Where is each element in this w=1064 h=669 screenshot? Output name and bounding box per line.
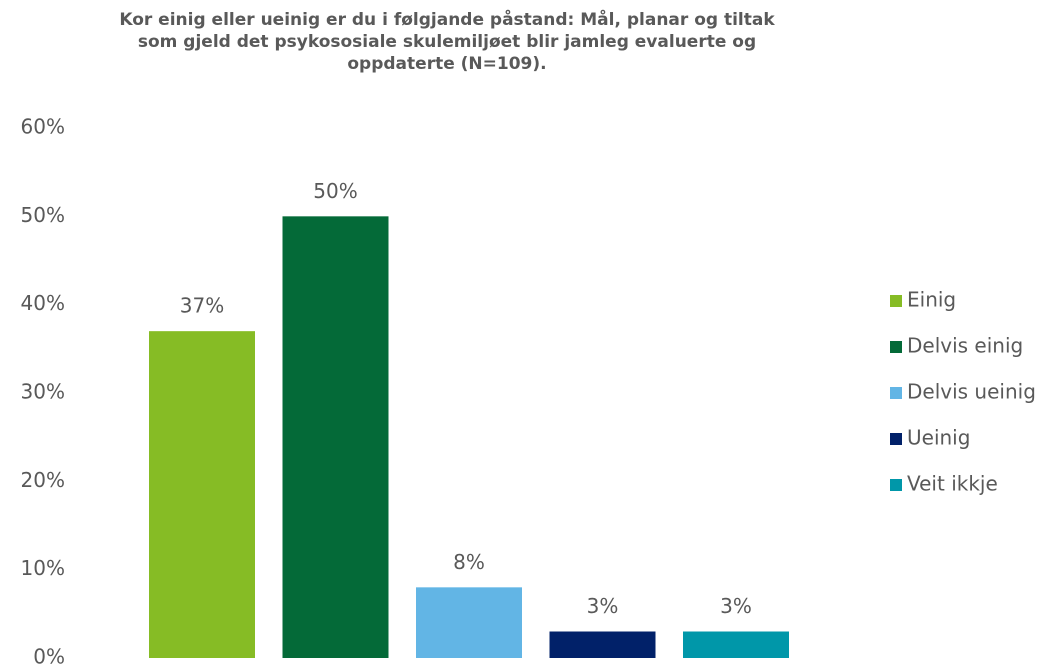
bar (282, 216, 389, 659)
chart-title: oppdaterte (N=109). (347, 54, 546, 74)
y-tick-label: 10% (21, 556, 65, 580)
legend-swatch (890, 479, 902, 491)
y-tick-label: 30% (21, 380, 65, 404)
bar (683, 631, 789, 658)
y-tick-label: 50% (21, 203, 65, 227)
data-label: 8% (453, 550, 485, 574)
y-tick-label: 0% (33, 645, 65, 669)
bar (149, 331, 255, 658)
legend-swatch (890, 433, 902, 445)
data-label: 50% (313, 179, 357, 203)
bar (416, 587, 522, 658)
y-tick-label: 60% (21, 115, 65, 139)
legend-label: Ueinig (907, 426, 970, 450)
data-label: 3% (720, 594, 752, 618)
legend-swatch (890, 295, 902, 307)
y-tick-label: 20% (21, 468, 65, 492)
legend-swatch (890, 387, 902, 399)
chart-title: som gjeld det psykososiale skulemiljøet … (138, 32, 756, 52)
y-tick-label: 40% (21, 291, 65, 315)
legend-label: Einig (907, 288, 956, 312)
legend-label: Delvis einig (907, 334, 1023, 358)
chart-title: Kor einig eller ueinig er du i følgjande… (119, 8, 775, 30)
legend-swatch (890, 341, 902, 353)
data-label: 37% (180, 294, 224, 318)
data-label: 3% (587, 594, 619, 618)
bar (549, 631, 656, 658)
legend-label: Delvis ueinig (907, 380, 1036, 404)
legend-label: Veit ikkje (907, 472, 998, 496)
